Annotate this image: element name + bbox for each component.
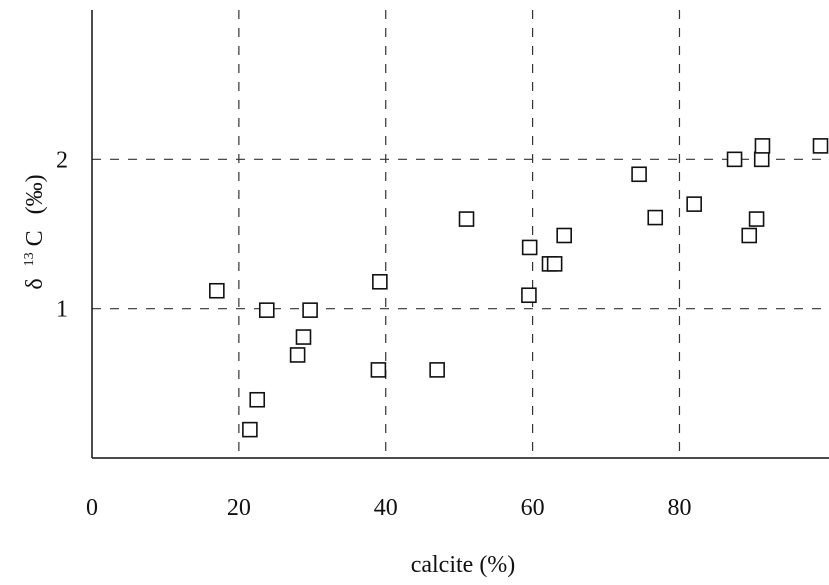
- x-tick-label: 60: [521, 495, 545, 521]
- x-tick-labels: 0 20 40 60 80: [86, 495, 691, 521]
- data-point: [741, 227, 758, 244]
- x-tick-label: 40: [374, 495, 398, 521]
- data-point: [258, 302, 275, 318]
- data-point: [546, 256, 563, 272]
- y-axis-label-delta: δ: [22, 278, 48, 289]
- data-point: [370, 362, 387, 378]
- data-point: [647, 209, 664, 226]
- data-point: [521, 239, 538, 256]
- x-tick-label: 80: [667, 495, 691, 521]
- y-axis-label-unit: (‰): [22, 174, 48, 214]
- y-tick-label: 1: [56, 297, 68, 323]
- data-point: [295, 329, 312, 345]
- data-point: [726, 151, 743, 168]
- data-points: [209, 138, 829, 438]
- data-point: [242, 421, 258, 438]
- x-axis-label: calcite (%): [411, 552, 516, 578]
- y-axis-label-isotope: 13: [22, 252, 37, 266]
- data-point: [812, 138, 829, 154]
- data-point: [556, 227, 572, 244]
- data-point: [686, 196, 702, 212]
- data-point: [754, 138, 771, 154]
- y-tick-labels: 12: [56, 147, 68, 322]
- x-tick-label: 0: [86, 495, 98, 521]
- x-tick-label: 20: [227, 495, 251, 521]
- data-point: [753, 151, 770, 168]
- data-point: [429, 362, 445, 378]
- data-point: [302, 302, 318, 318]
- axes: [91, 10, 829, 459]
- data-point: [521, 287, 537, 304]
- y-axis-label: δ 13 C (‰): [13, 174, 48, 289]
- grid-lines: [92, 10, 829, 458]
- y-axis-label-element: C: [22, 230, 48, 246]
- data-point: [289, 347, 306, 363]
- data-point: [249, 391, 266, 408]
- data-point: [458, 211, 475, 227]
- data-point: [372, 273, 388, 290]
- data-point: [748, 211, 765, 227]
- data-point: [209, 282, 225, 299]
- data-point: [631, 166, 647, 183]
- y-tick-label: 2: [56, 147, 68, 173]
